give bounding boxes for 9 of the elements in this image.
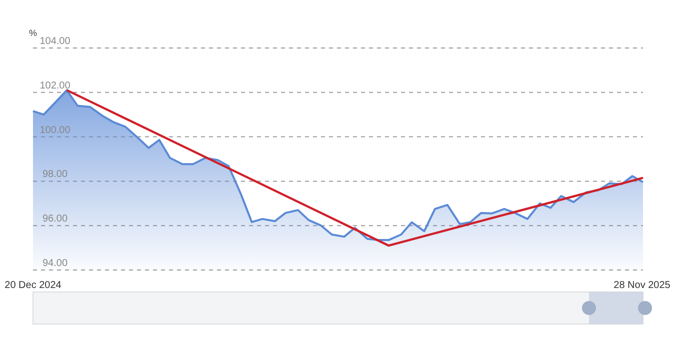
y-tick-label: 102.00 [40,80,71,92]
y-tick-label: 98.00 [42,169,68,180]
y-tick-label: 100.00 [40,124,71,136]
x-tick-label: 20 Dec 2024 [4,280,62,291]
y-tick-label: 94.00 [42,258,68,269]
y-axis-title: % [29,28,38,38]
y-tick-label: 96.00 [42,214,68,225]
x-tick-label: 28 Nov 2025 [614,280,671,291]
y-tick-label: 104.00 [40,36,71,47]
